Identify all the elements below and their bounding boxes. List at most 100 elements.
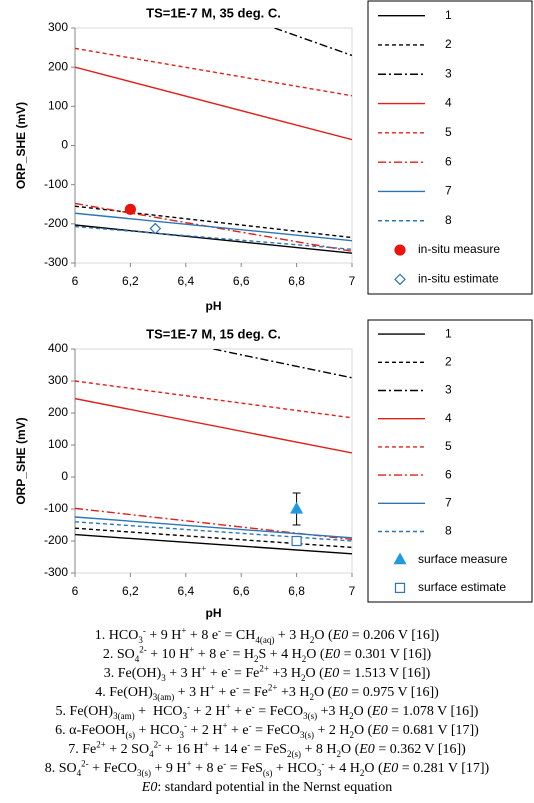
equation-part: + 3 H bbox=[165, 666, 202, 681]
y-tick-label: -200 bbox=[44, 216, 68, 230]
x-tick-label: 6,2 bbox=[122, 274, 139, 288]
series-line bbox=[213, 349, 352, 379]
equation: 5. Fe(OH)3(am) + HCO3- + 2 H+ + e- = FeC… bbox=[0, 702, 534, 721]
series-line bbox=[75, 397, 352, 454]
equation-part: O ( bbox=[353, 704, 372, 719]
equation-part: + HCO bbox=[134, 723, 180, 738]
equation-part: + bbox=[203, 739, 209, 750]
y-tick-label: -300 bbox=[44, 255, 68, 269]
legend-marker bbox=[394, 582, 406, 594]
equation-part: 2 bbox=[309, 691, 314, 702]
x-tick-label: 6,2 bbox=[122, 584, 139, 598]
equation: 6. α-FeOOH(s) + HCO3- + 2 H+ + e- = FeCO… bbox=[0, 721, 534, 740]
equation-part: + 14 e bbox=[208, 742, 248, 757]
equation-part: 2(s) bbox=[286, 748, 301, 759]
equation-part: = FeCO bbox=[251, 723, 300, 738]
legend-label: 5 bbox=[445, 439, 452, 453]
equation: 3. Fe(OH)3 + 3 H+ + e- = Fe2+ +3 H2O (E0… bbox=[0, 664, 534, 683]
x-tick-label: 7 bbox=[349, 274, 356, 288]
chart-title: TS=1E-7 M, 15 deg. C. bbox=[146, 326, 281, 341]
x-tick-label: 6,4 bbox=[177, 274, 194, 288]
legend-marker bbox=[394, 273, 406, 286]
equation-part: 3(s) bbox=[303, 710, 318, 721]
equation-part: 2 bbox=[253, 653, 259, 664]
series-line bbox=[75, 224, 352, 254]
legend-label: 1 bbox=[445, 326, 452, 340]
equation-part: 1. HCO bbox=[94, 628, 139, 643]
equation-part: + e bbox=[227, 723, 249, 738]
equation-part: 3. Fe(OH) bbox=[103, 666, 162, 681]
legend-label: 8 bbox=[445, 524, 452, 538]
charts: TS=1E-7 M, 35 deg. C. -300 -200 -100 0 100 200… bbox=[14, 0, 533, 620]
equation-part: O ( bbox=[314, 628, 333, 643]
equation-part: 3 bbox=[179, 729, 184, 740]
equation-part: + 3 H bbox=[274, 628, 310, 643]
y-axis-label: ORP_SHE (mV) bbox=[14, 102, 28, 189]
equation-part: 4 bbox=[149, 748, 154, 759]
legend-label: 4 bbox=[445, 96, 452, 110]
equation-part: 2. SO bbox=[102, 647, 135, 662]
equation-part: = FeS bbox=[226, 761, 263, 776]
equation-part: +3 H bbox=[277, 685, 310, 700]
y-tick-label: -100 bbox=[44, 177, 68, 191]
equation: 7. Fe2+ + 2 SO42- + 16 H+ + 14 e- = FeS2… bbox=[0, 740, 534, 759]
equation-part: 2+ bbox=[259, 663, 269, 674]
y-tick-label: 200 bbox=[48, 59, 68, 73]
equation-part: + e bbox=[214, 685, 236, 700]
legend-label: 3 bbox=[445, 383, 452, 397]
y-tick-label: 0 bbox=[61, 138, 68, 152]
equation-part: O ( bbox=[306, 647, 325, 662]
legend-box bbox=[367, 319, 533, 603]
equation: 2. SO42- + 10 H+ + 8 e- = H2S + 4 H2O (E… bbox=[0, 645, 534, 664]
equation-part: 2- bbox=[81, 758, 89, 769]
equation-part: 6. α-FeOOH bbox=[55, 723, 126, 738]
equations: 1. HCO3- + 9 H+ + 8 e- = CH4(aq) + 3 H2O… bbox=[0, 626, 534, 797]
x-axis-label: pH bbox=[206, 606, 222, 620]
equation-part: = 1.078 V [16]) bbox=[387, 704, 479, 719]
legend-label: 5 bbox=[445, 125, 452, 139]
equation-part: - bbox=[183, 720, 187, 731]
equation-part: (s) bbox=[262, 767, 273, 778]
equation-part: + 3 H bbox=[174, 685, 210, 700]
series-line bbox=[75, 527, 352, 549]
equation: 1. HCO3- + 9 H+ + 8 e- = CH4(aq) + 3 H2O… bbox=[0, 626, 534, 645]
chart: TS=1E-7 M, 35 deg. C. -300 -200 -100 0 100 200… bbox=[14, 0, 533, 313]
equation-part: 2 bbox=[359, 767, 365, 778]
equation-part: - bbox=[187, 701, 191, 712]
equation-part: - bbox=[218, 625, 222, 636]
equation-part: 3 bbox=[316, 767, 322, 778]
series-line bbox=[75, 521, 352, 542]
y-axis-label: ORP_SHE (mV) bbox=[14, 417, 28, 504]
equation-part: + 16 H bbox=[161, 742, 204, 757]
equation-part: +3 H bbox=[317, 704, 350, 719]
point bbox=[149, 222, 162, 235]
point bbox=[290, 501, 304, 514]
equation-part: 3 bbox=[161, 672, 166, 683]
equation-part: 2 bbox=[349, 710, 354, 721]
equation-part: = FeCO bbox=[254, 704, 304, 719]
equation-part: 2- bbox=[153, 739, 162, 750]
equation-part: 3(s) bbox=[299, 729, 314, 740]
equation-part: + e bbox=[230, 704, 252, 719]
y-tick-label: -300 bbox=[44, 565, 68, 579]
legend-label: 2 bbox=[445, 354, 452, 368]
equation-part: 3 bbox=[138, 634, 143, 645]
plot-area bbox=[75, 28, 352, 254]
equation-part: O ( bbox=[364, 761, 383, 776]
equation-part: 4 bbox=[76, 767, 82, 778]
equation-part: = CH bbox=[221, 628, 256, 643]
equation-part: = 0.301 V [16]) bbox=[340, 647, 432, 662]
equation-part: + 10 H bbox=[146, 647, 190, 662]
equation: 8. SO42- + FeCO3(s) + 9 H+ + 8 e- = FeS(… bbox=[0, 759, 534, 778]
equation-part: E0 bbox=[141, 780, 158, 795]
point bbox=[124, 203, 136, 215]
x-tick-label: 6,8 bbox=[288, 274, 305, 288]
legend-label: in-situ estimate bbox=[418, 272, 499, 286]
y-tick-label: 200 bbox=[48, 405, 68, 419]
equation-part: + 8 e bbox=[186, 628, 219, 643]
equation-part: 4(aq) bbox=[255, 634, 275, 645]
equation-part: + bbox=[189, 644, 195, 655]
equation-part: - bbox=[321, 758, 325, 769]
equation-part: O ( bbox=[305, 666, 324, 681]
equation-part: +3 H bbox=[268, 666, 301, 681]
